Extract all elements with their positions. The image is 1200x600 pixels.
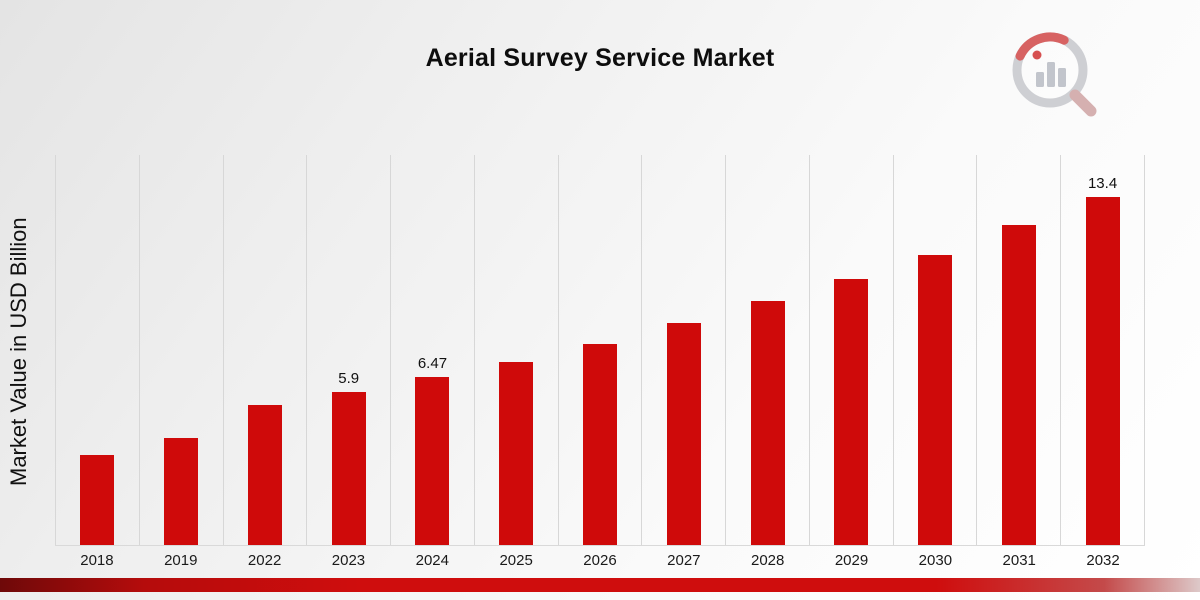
chart-column bbox=[808, 155, 893, 545]
x-axis-tick-labels: 2018 2019 2022 2023 2024 2025 2026 2027 2028 2029… bbox=[55, 552, 1145, 569]
bar-chart-plot-area: 5.9 6.47 13.4 bbox=[55, 155, 1145, 546]
x-tick-label: 2027 bbox=[667, 552, 701, 569]
bottom-red-accent-bar bbox=[0, 578, 1200, 592]
chart-column: 6.47 bbox=[390, 155, 474, 545]
bar-2030 bbox=[918, 255, 953, 545]
bar-2019 bbox=[164, 438, 199, 545]
x-tick-label: 2019 bbox=[164, 552, 198, 569]
bar-2026 bbox=[582, 343, 617, 545]
bar-value-label: 5.9 bbox=[338, 369, 360, 387]
chart-column bbox=[557, 155, 642, 545]
x-tick-label: 2030 bbox=[918, 552, 953, 569]
bar-2029 bbox=[834, 278, 869, 545]
bar-2024: 6.47 bbox=[415, 355, 450, 545]
bar-2022 bbox=[247, 404, 282, 545]
x-tick-label: 2026 bbox=[583, 552, 617, 569]
chart-column bbox=[641, 155, 725, 545]
chart-column bbox=[473, 155, 558, 545]
x-tick-label: 2032 bbox=[1086, 552, 1120, 569]
y-axis-label: Market Value in USD Billion bbox=[6, 217, 31, 487]
chart-column: 13.4 bbox=[1060, 155, 1145, 545]
bar-2027 bbox=[666, 322, 701, 545]
bar-2028 bbox=[750, 300, 785, 545]
x-tick-label: 2028 bbox=[750, 552, 785, 569]
chart-title: Aerial Survey Service Market bbox=[425, 44, 775, 72]
bar-value-label: 13.4 bbox=[1087, 174, 1118, 192]
x-tick-label: 2022 bbox=[247, 552, 282, 569]
x-tick-label: 2018 bbox=[80, 552, 114, 569]
chart-column bbox=[55, 155, 139, 545]
chart-column: 5.9 bbox=[306, 155, 390, 545]
bar-2031 bbox=[1001, 225, 1036, 545]
bar-value-label: 6.47 bbox=[417, 354, 448, 372]
x-tick-label: 2023 bbox=[331, 552, 366, 569]
x-tick-label: 2024 bbox=[415, 552, 449, 569]
bar-2032: 13.4 bbox=[1085, 175, 1120, 545]
bar-2025 bbox=[499, 361, 534, 545]
bar-2018 bbox=[80, 455, 115, 545]
chart-column bbox=[138, 155, 223, 545]
chart-column bbox=[976, 155, 1060, 545]
bar-2023: 5.9 bbox=[331, 370, 366, 545]
chart-column bbox=[725, 155, 809, 545]
x-tick-label: 2029 bbox=[834, 552, 869, 569]
magnifier-bar-chart-logo bbox=[1006, 28, 1102, 125]
x-tick-label: 2031 bbox=[1002, 552, 1036, 569]
chart-column bbox=[892, 155, 977, 545]
chart-column bbox=[222, 155, 307, 545]
x-tick-label: 2025 bbox=[499, 552, 533, 569]
